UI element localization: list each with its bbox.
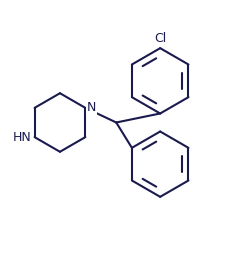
Text: HN: HN: [13, 131, 32, 144]
Text: N: N: [87, 101, 96, 114]
Text: Cl: Cl: [153, 32, 165, 45]
